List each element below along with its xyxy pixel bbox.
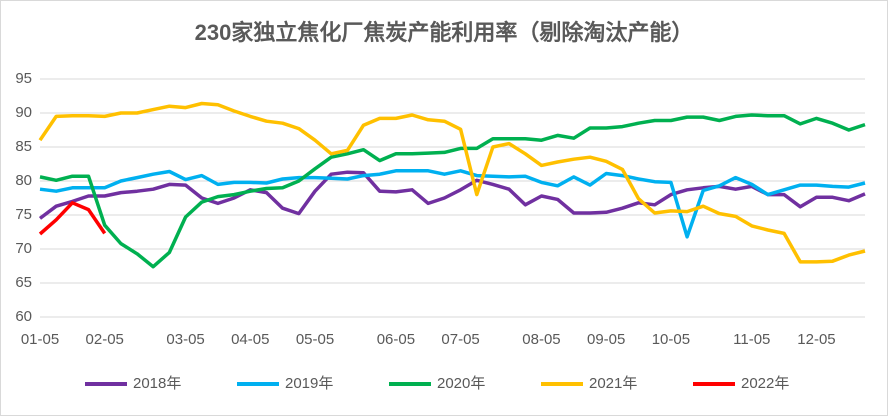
x-tick-label: 06-05 — [377, 331, 415, 348]
y-tick-label: 75 — [15, 206, 32, 223]
x-tick-label: 07-05 — [441, 331, 479, 348]
x-tick-label: 03-05 — [166, 331, 204, 348]
chart-title: 230家独立焦化厂焦炭产能利用率（剔除淘汰产能） — [195, 20, 694, 45]
x-tick-label: 10-05 — [652, 331, 690, 348]
x-tick-label: 02-05 — [86, 331, 124, 348]
y-tick-label: 80 — [15, 172, 32, 189]
y-tick-label: 90 — [15, 104, 32, 121]
x-tick-label: 01-05 — [21, 331, 59, 348]
legend-label: 2020年 — [437, 375, 485, 392]
legend-label: 2019年 — [285, 375, 333, 392]
series-line — [38, 101, 866, 264]
legend-label: 2018年 — [133, 375, 181, 392]
x-tick-label: 11-05 — [733, 331, 770, 348]
y-tick-label: 85 — [15, 138, 32, 155]
series-line — [38, 170, 866, 220]
series-line — [38, 201, 107, 236]
x-tick-label: 05-05 — [296, 331, 334, 348]
x-tick-label: 12-05 — [797, 331, 835, 348]
x-tick-label: 04-05 — [231, 331, 269, 348]
y-tick-label: 65 — [15, 274, 32, 291]
legend-label: 2021年 — [589, 375, 637, 392]
series-line — [39, 113, 866, 269]
legend-label: 2022年 — [741, 375, 789, 392]
x-tick-label: 09-05 — [587, 331, 625, 348]
y-tick-label: 60 — [15, 308, 32, 325]
y-tick-label: 70 — [15, 240, 32, 257]
x-tick-label: 08-05 — [522, 331, 560, 348]
y-tick-label: 95 — [15, 70, 32, 87]
series-line — [39, 169, 866, 239]
